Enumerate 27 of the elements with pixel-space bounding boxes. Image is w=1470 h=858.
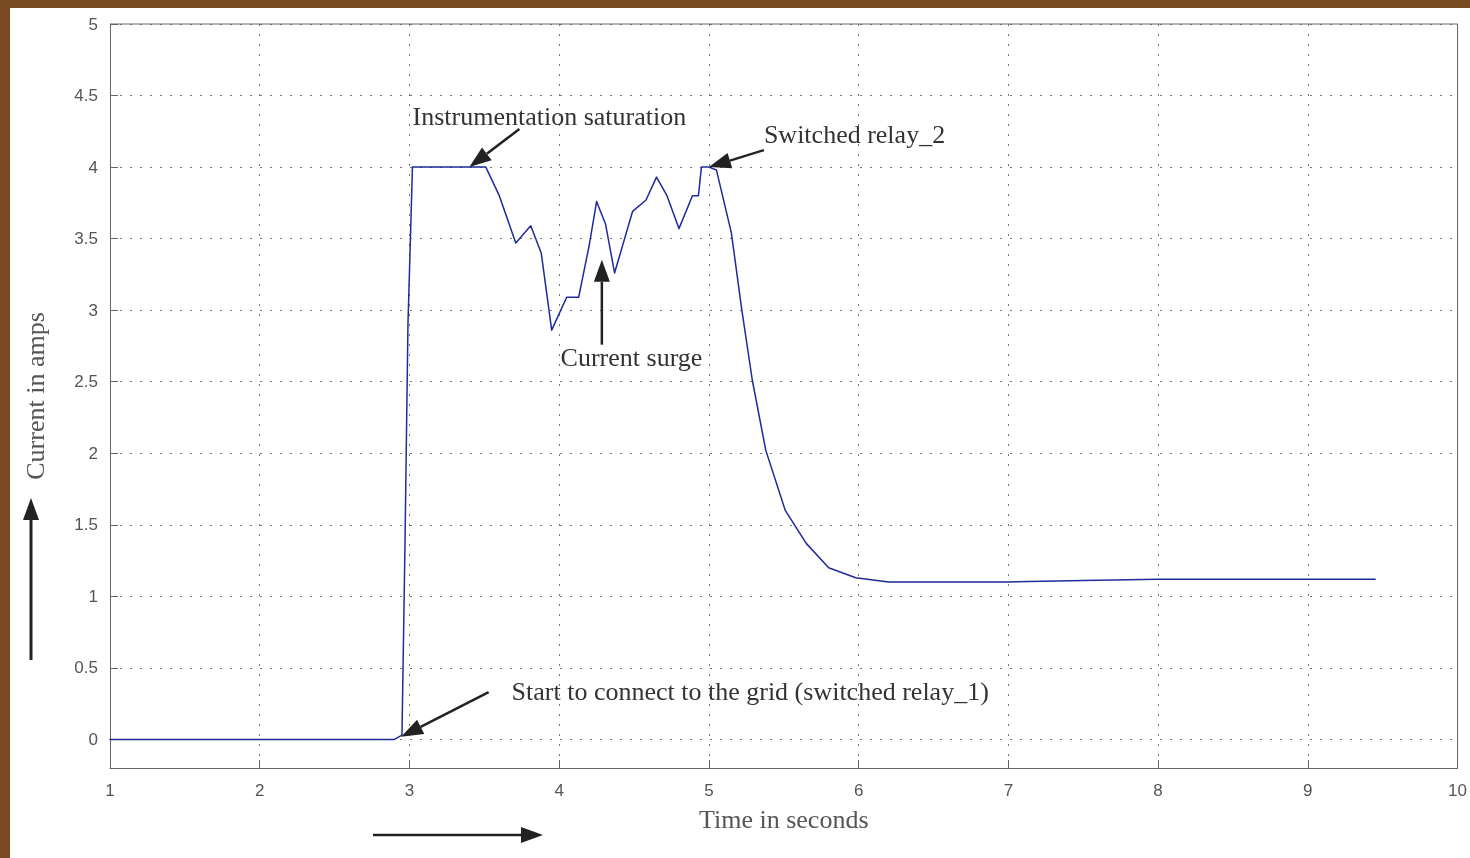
y-tick-label: 1 [88,586,98,606]
x-tick-label: 5 [704,781,714,800]
y-tick-label: 0 [88,729,98,749]
x-tick-label: 1 [105,781,115,800]
x-tick-label: 3 [404,781,415,800]
y-tick-label: 2 [88,443,98,463]
x-axis-title: Time in seconds [699,804,869,834]
x-tick-label: 7 [1003,781,1014,800]
y-tick-label: 1.5 [74,515,98,535]
annotation: Instrumentation saturation [412,102,687,132]
x-tick-label: 6 [853,781,864,800]
x-tick-label: 2 [254,781,265,800]
y-axis-title: Current in amps [20,312,50,480]
x-tick-label: 9 [1303,781,1313,800]
annotation: Switched relay_2 [763,120,946,150]
annotation: Start to connect to the grid (switched relay_1) [511,677,989,707]
y-tick-label: 5 [88,14,98,34]
x-tick-label: 10 [1448,781,1468,800]
x-tick-label: 4 [554,781,564,800]
x-tick-label: 8 [1153,781,1163,800]
y-tick-label: 4.5 [74,86,98,106]
y-tick-label: 3 [88,300,98,320]
y-tick-label: 3.5 [74,229,98,249]
annotation: Current surge [560,343,703,373]
y-tick-label: 0.5 [74,658,98,678]
y-tick-label: 2.5 [74,372,98,392]
y-tick-label: 4 [88,157,98,177]
